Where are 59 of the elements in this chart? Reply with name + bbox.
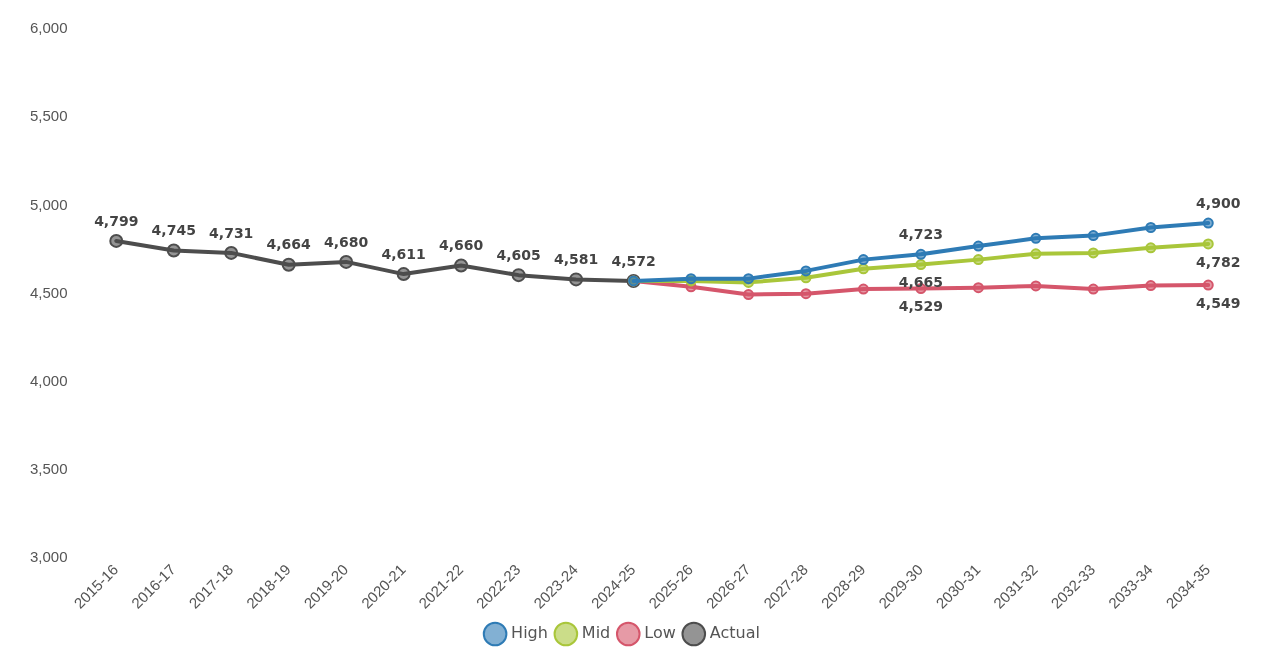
point bbox=[339, 254, 354, 269]
point bbox=[857, 254, 869, 266]
legend-label: Mid bbox=[581, 623, 611, 643]
data-label: 4,745 bbox=[151, 222, 196, 239]
point bbox=[742, 289, 754, 301]
y-tick-label: 4,500 bbox=[29, 283, 68, 301]
y-tick-label: 3,000 bbox=[29, 548, 68, 566]
point bbox=[569, 272, 584, 287]
point bbox=[1087, 247, 1099, 259]
data-label: 4,664 bbox=[266, 236, 312, 253]
point bbox=[109, 233, 124, 248]
data-label: 4,731 bbox=[209, 224, 254, 241]
data-label: 4,581 bbox=[553, 251, 599, 268]
point bbox=[972, 240, 984, 252]
y-tick-label: 3,500 bbox=[29, 460, 68, 478]
data-label: 4,782 bbox=[1196, 253, 1241, 270]
point bbox=[281, 257, 296, 272]
data-label: 4,665 bbox=[898, 274, 944, 291]
point bbox=[972, 282, 984, 294]
data-label: 4,529 bbox=[898, 298, 944, 315]
data-label: 4,605 bbox=[496, 246, 541, 263]
y-tick-label: 5,500 bbox=[29, 107, 68, 125]
point bbox=[857, 263, 869, 275]
point bbox=[224, 245, 239, 260]
data-label: 4,799 bbox=[94, 212, 139, 229]
point bbox=[1030, 248, 1042, 260]
point bbox=[972, 254, 984, 266]
point bbox=[800, 265, 812, 277]
legend-label: Actual bbox=[709, 623, 760, 643]
point bbox=[1145, 280, 1157, 292]
point bbox=[1202, 238, 1214, 250]
point bbox=[1145, 222, 1157, 234]
y-tick-label: 6,000 bbox=[29, 19, 68, 37]
data-label: 4,680 bbox=[324, 233, 369, 250]
data-label: 4,611 bbox=[381, 245, 426, 262]
point bbox=[396, 267, 411, 282]
point bbox=[1087, 230, 1099, 242]
point bbox=[1202, 217, 1214, 229]
point bbox=[800, 288, 812, 300]
y-tick-label: 4,000 bbox=[29, 372, 68, 390]
point bbox=[915, 259, 927, 271]
point bbox=[511, 268, 526, 283]
point bbox=[166, 243, 181, 258]
point bbox=[454, 258, 469, 273]
legend-label: High bbox=[511, 623, 548, 643]
point bbox=[1145, 242, 1157, 254]
point bbox=[1087, 283, 1099, 295]
point bbox=[1030, 280, 1042, 292]
data-label: 4,549 bbox=[1196, 294, 1241, 311]
data-label: 4,900 bbox=[1196, 194, 1241, 211]
point bbox=[915, 248, 927, 260]
legend-label: Low bbox=[644, 623, 676, 643]
y-tick-label: 5,000 bbox=[29, 195, 68, 213]
point bbox=[1202, 279, 1214, 291]
data-label: 4,723 bbox=[898, 225, 944, 242]
point bbox=[1030, 232, 1042, 244]
data-label: 4,660 bbox=[438, 237, 484, 254]
point bbox=[857, 283, 869, 295]
data-label: 4,572 bbox=[611, 252, 656, 269]
